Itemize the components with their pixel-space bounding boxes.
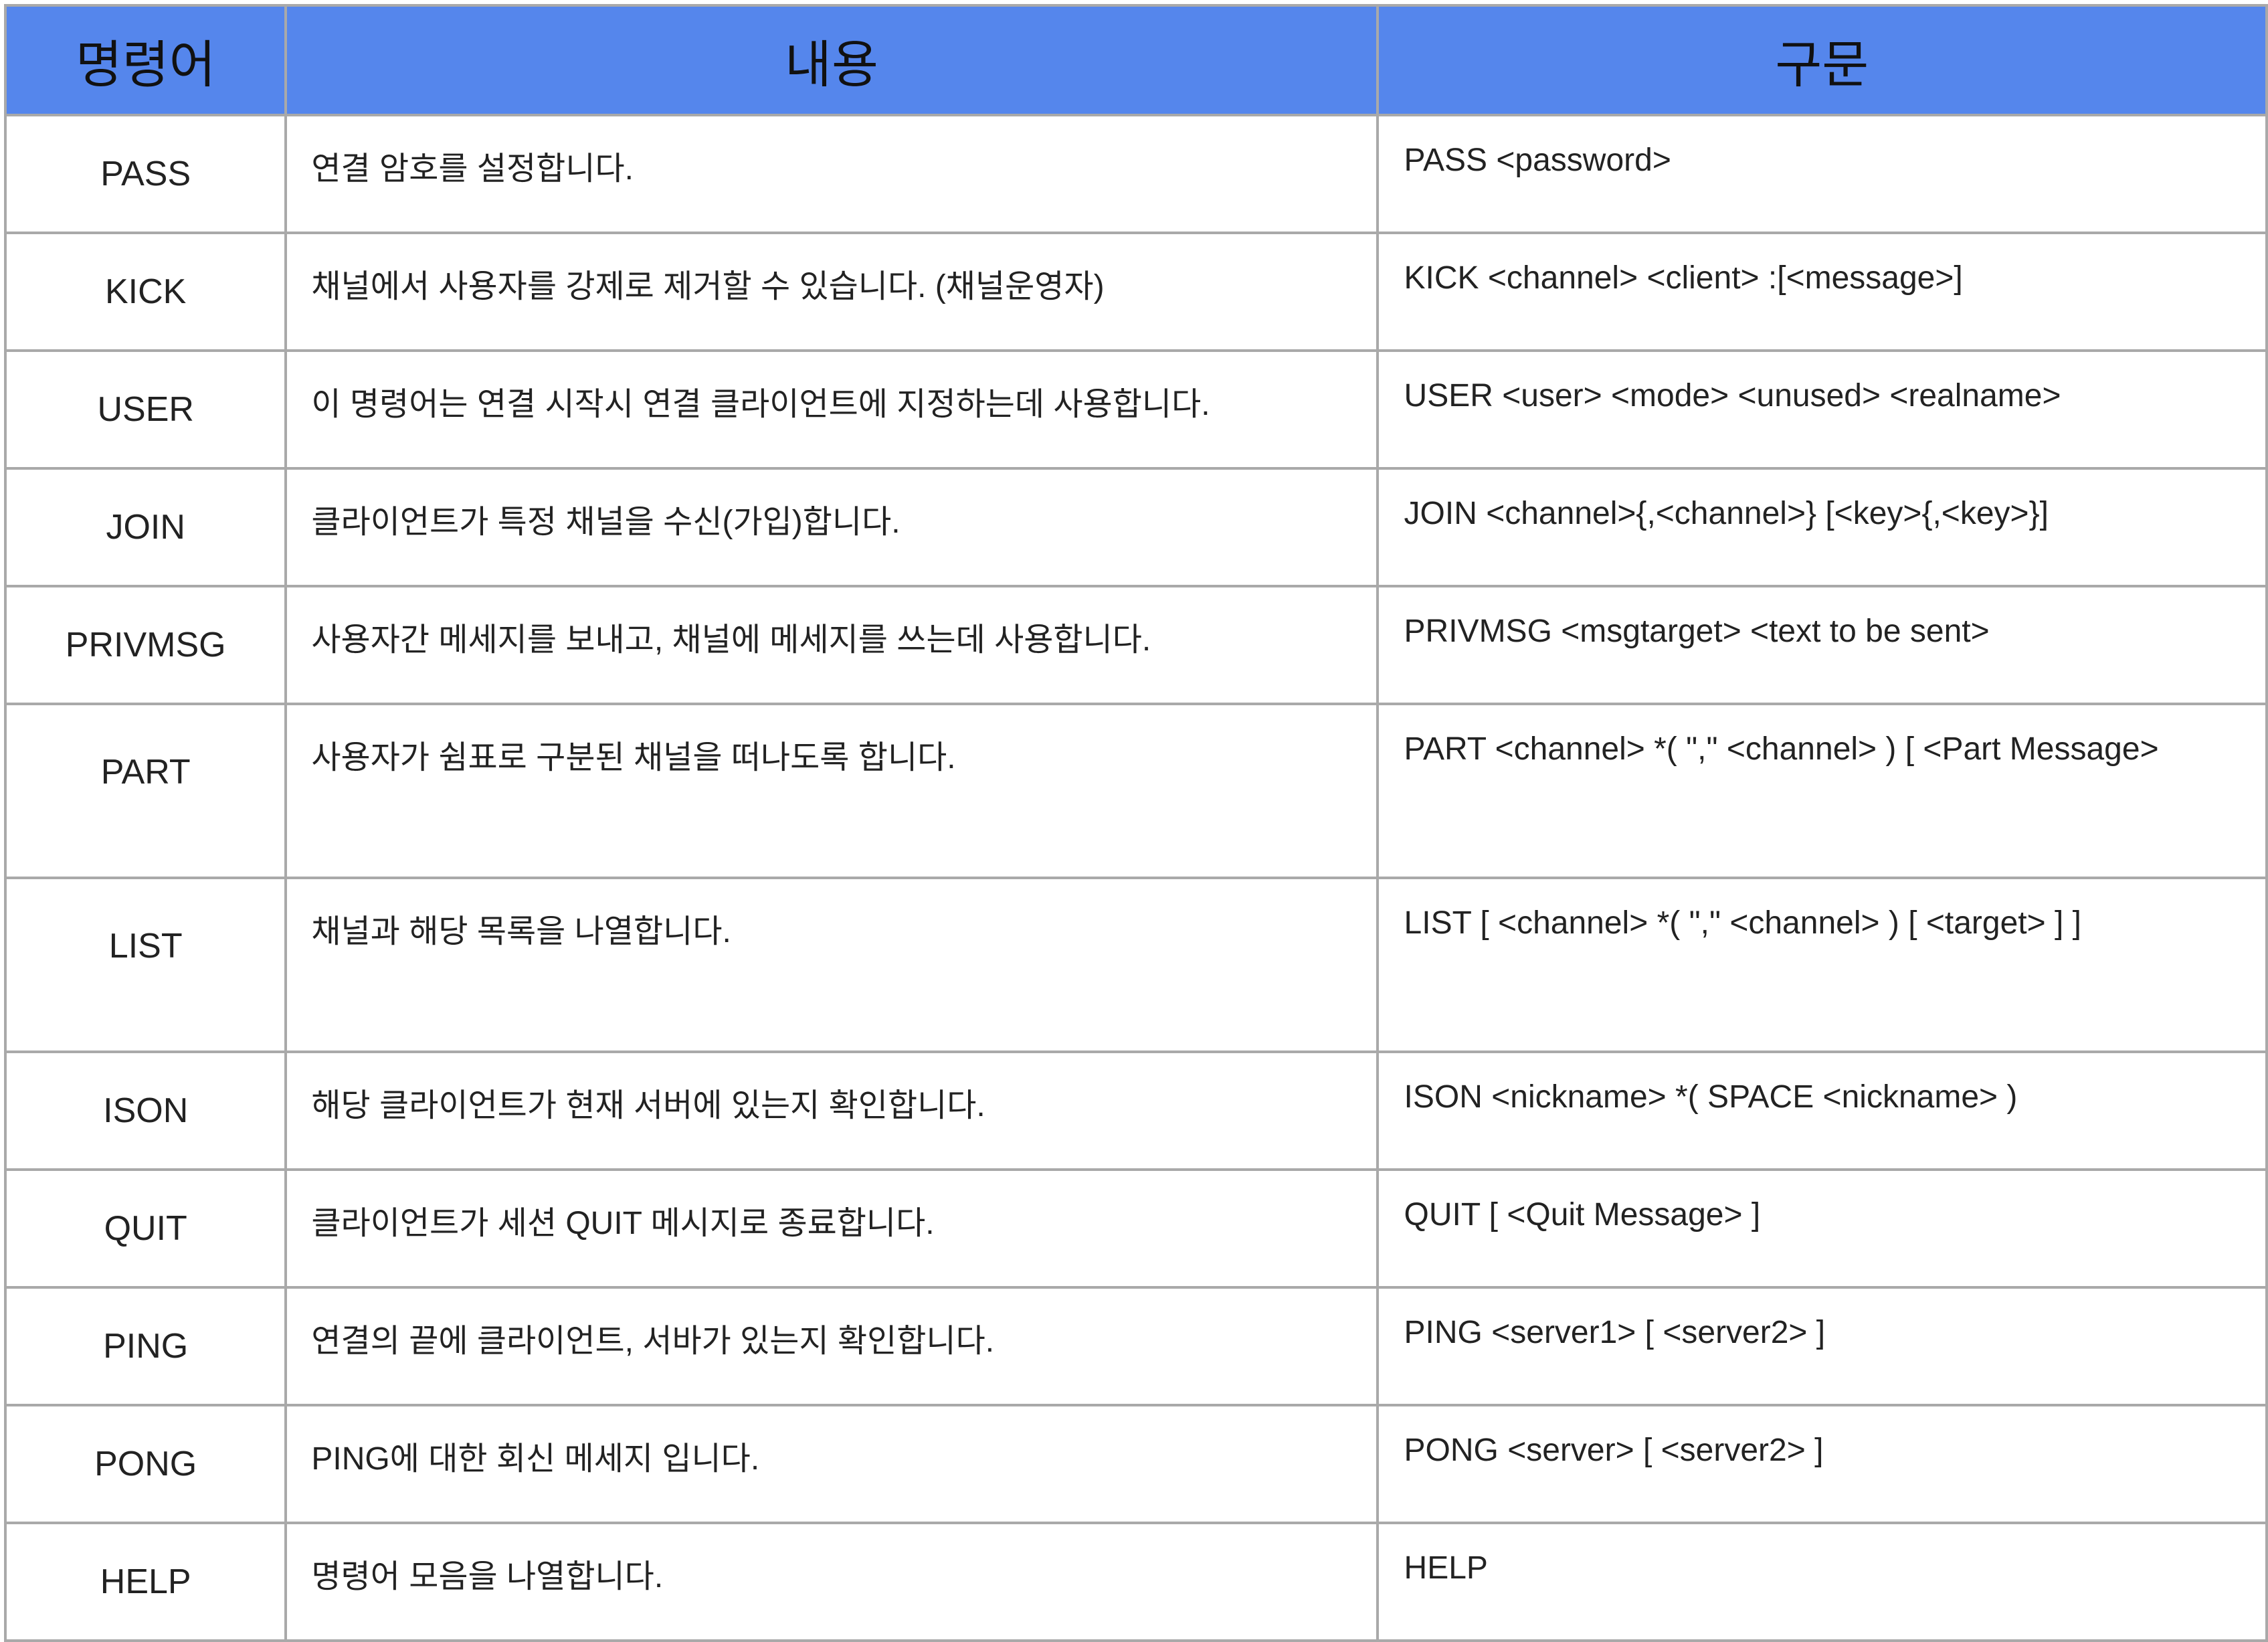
description-cell: PING에 대한 회신 메세지 입니다. [284, 1404, 1379, 1524]
syntax-cell: PING <server1> [ <server2> ] [1376, 1286, 2268, 1406]
command-cell: PING [3, 1286, 288, 1406]
description-cell: 이 명령어는 연결 시작시 연결 클라이언트에 지정하는데 사용합니다. [284, 349, 1379, 470]
command-cell: HELP [3, 1522, 288, 1642]
command-cell: PRIVMSG [3, 585, 288, 705]
command-cell: LIST [3, 877, 288, 1053]
description-cell: 명령어 모음을 나열합니다. [284, 1522, 1379, 1642]
description-cell: 사용자간 메세지를 보내고, 채널에 메세지를 쓰는데 사용합니다. [284, 585, 1379, 705]
command-cell: QUIT [3, 1168, 288, 1289]
syntax-cell: USER <user> <mode> <unused> <realname> [1376, 349, 2268, 470]
description-cell: 채널과 해당 목록을 나열합니다. [284, 877, 1379, 1053]
command-cell: KICK [3, 232, 288, 352]
table-row: JOIN 클라이언트가 특정 채널을 수신(가입)합니다. JOIN <chan… [3, 467, 2268, 587]
table-row: PART 사용자가 쉼표로 구분된 채널을 떠나도록 합니다. PART <ch… [3, 703, 2268, 879]
table-row: QUIT 클라이언트가 세션 QUIT 메시지로 종료합니다. QUIT [ <… [3, 1168, 2268, 1289]
command-cell: PART [3, 703, 288, 879]
command-cell: ISON [3, 1051, 288, 1171]
syntax-cell: KICK <channel> <client> :[<message>] [1376, 232, 2268, 352]
table-row: PASS 연결 암호를 설정합니다. PASS <password> [3, 114, 2268, 234]
syntax-cell: PONG <server> [ <server2> ] [1376, 1404, 2268, 1524]
table-row: KICK 채널에서 사용자를 강제로 제거할 수 있습니다. (채널운영자) K… [3, 232, 2268, 352]
description-cell: 연결의 끝에 클라이언트, 서바가 있는지 확인합니다. [284, 1286, 1379, 1406]
syntax-cell: ISON <nickname> *( SPACE <nickname> ) [1376, 1051, 2268, 1171]
syntax-cell: PART <channel> *( "," <channel> ) [ <Par… [1376, 703, 2268, 879]
description-cell: 해당 클라이언트가 현재 서버에 있는지 확인합니다. [284, 1051, 1379, 1171]
description-cell: 클라이언트가 특정 채널을 수신(가입)합니다. [284, 467, 1379, 587]
table-row: PING 연결의 끝에 클라이언트, 서바가 있는지 확인합니다. PING <… [3, 1286, 2268, 1406]
command-cell: JOIN [3, 467, 288, 587]
description-cell: 연결 암호를 설정합니다. [284, 114, 1379, 234]
syntax-cell: JOIN <channel>{,<channel>} [<key>{,<key>… [1376, 467, 2268, 587]
description-cell: 채널에서 사용자를 강제로 제거할 수 있습니다. (채널운영자) [284, 232, 1379, 352]
table-row: LIST 채널과 해당 목록을 나열합니다. LIST [ <channel> … [3, 877, 2268, 1053]
header-command: 명령어 [3, 4, 288, 116]
syntax-cell: PASS <password> [1376, 114, 2268, 234]
header-row: 명령어 내용 구문 [3, 4, 2268, 116]
table-row: ISON 해당 클라이언트가 현재 서버에 있는지 확인합니다. ISON <n… [3, 1051, 2268, 1171]
description-cell: 사용자가 쉼표로 구분된 채널을 떠나도록 합니다. [284, 703, 1379, 879]
header-description: 내용 [284, 4, 1379, 116]
description-cell: 클라이언트가 세션 QUIT 메시지로 종료합니다. [284, 1168, 1379, 1289]
syntax-cell: QUIT [ <Quit Message> ] [1376, 1168, 2268, 1289]
command-table: 명령어 내용 구문 PASS 연결 암호를 설정합니다. PASS <passw… [3, 4, 2268, 1642]
command-cell: PONG [3, 1404, 288, 1524]
table-row: PRIVMSG 사용자간 메세지를 보내고, 채널에 메세지를 쓰는데 사용합니… [3, 585, 2268, 705]
syntax-cell: LIST [ <channel> *( "," <channel> ) [ <t… [1376, 877, 2268, 1053]
table-row: HELP 명령어 모음을 나열합니다. HELP [3, 1522, 2268, 1642]
header-syntax: 구문 [1376, 4, 2268, 116]
command-cell: PASS [3, 114, 288, 234]
syntax-cell: PRIVMSG <msgtarget> <text to be sent> [1376, 585, 2268, 705]
command-cell: USER [3, 349, 288, 470]
syntax-cell: HELP [1376, 1522, 2268, 1642]
table-row: USER 이 명령어는 연결 시작시 연결 클라이언트에 지정하는데 사용합니다… [3, 349, 2268, 470]
table-row: PONG PING에 대한 회신 메세지 입니다. PONG <server> … [3, 1404, 2268, 1524]
